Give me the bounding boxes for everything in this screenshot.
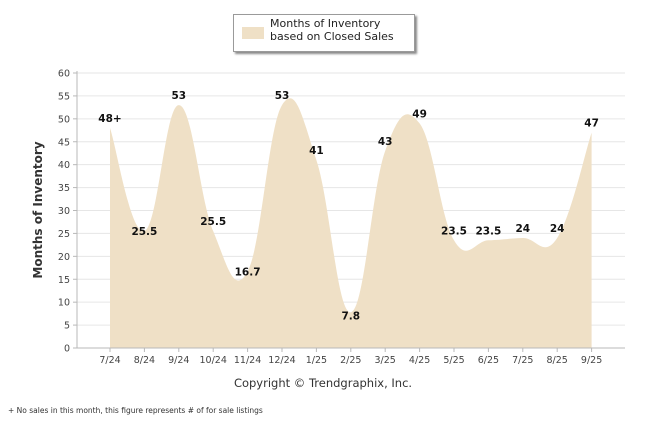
y-axis-title: Months of Inventory [31, 141, 45, 278]
data-label: 49 [412, 108, 427, 120]
y-tick-label: 60 [58, 69, 70, 80]
data-label: 7.8 [341, 310, 360, 322]
data-label: 47 [584, 118, 599, 130]
y-tick-label: 45 [58, 137, 70, 148]
x-tick-label: 3/25 [375, 355, 396, 366]
y-tick-label: 15 [58, 275, 70, 286]
data-labels: 48+ 25.5 53 25.5 16.7 53 41 7.8 43 49 23.5 23.5 24 24… [98, 90, 599, 322]
y-tick-label: 0 [64, 344, 70, 355]
y-tick-label: 10 [58, 298, 70, 309]
data-label: 16.7 [235, 266, 261, 278]
x-tick-label: 8/24 [134, 355, 155, 366]
legend: Months of Inventory based on Closed Sale… [233, 14, 415, 52]
legend-label: Months of Inventory based on Closed Sale… [270, 17, 394, 43]
x-tick-label: 5/25 [443, 355, 464, 366]
data-label: 24 [515, 223, 530, 235]
y-tick-label: 5 [64, 321, 70, 332]
y-tick-label: 35 [58, 183, 70, 194]
y-tick-label: 20 [58, 252, 70, 263]
y-tick-label: 40 [58, 160, 70, 171]
x-tick-label: 9/25 [581, 355, 602, 366]
x-tick-label: 7/25 [512, 355, 533, 366]
axes: 0 5 10 15 20 25 30 35 40 45 50 55 60 7/24 8/24 9/24 10/2… [58, 69, 625, 366]
x-tick-label: 2/25 [340, 355, 361, 366]
x-tick-label: 6/25 [478, 355, 499, 366]
data-label: 53 [171, 90, 186, 102]
legend-swatch [242, 27, 264, 39]
x-tick-label: 11/24 [234, 355, 261, 366]
x-tick-label: 7/24 [99, 355, 120, 366]
data-label: 43 [378, 136, 393, 148]
area-series [110, 98, 592, 348]
data-label: 24 [550, 223, 565, 235]
data-label: 48+ [98, 113, 121, 125]
data-label: 25.5 [131, 226, 157, 238]
x-tick-label: 9/24 [168, 355, 189, 366]
footnote-text: + No sales in this month, this figure re… [8, 406, 263, 415]
data-label: 23.5 [441, 225, 467, 237]
y-tick-label: 55 [58, 91, 70, 102]
data-label: 25.5 [200, 216, 226, 228]
x-tick-label: 12/24 [268, 355, 295, 366]
data-label: 23.5 [475, 225, 501, 237]
copyright-text: Copyright © Trendgraphix, Inc. [233, 376, 413, 390]
data-label: 53 [275, 90, 290, 102]
y-tick-label: 30 [58, 206, 70, 217]
data-label: 41 [309, 145, 324, 157]
x-tick-label: 10/24 [200, 355, 227, 366]
x-tick-label: 1/25 [306, 355, 327, 366]
y-tick-label: 50 [58, 114, 70, 125]
y-tick-label: 25 [58, 229, 70, 240]
x-tick-label: 8/25 [547, 355, 568, 366]
x-tick-label: 4/25 [409, 355, 430, 366]
